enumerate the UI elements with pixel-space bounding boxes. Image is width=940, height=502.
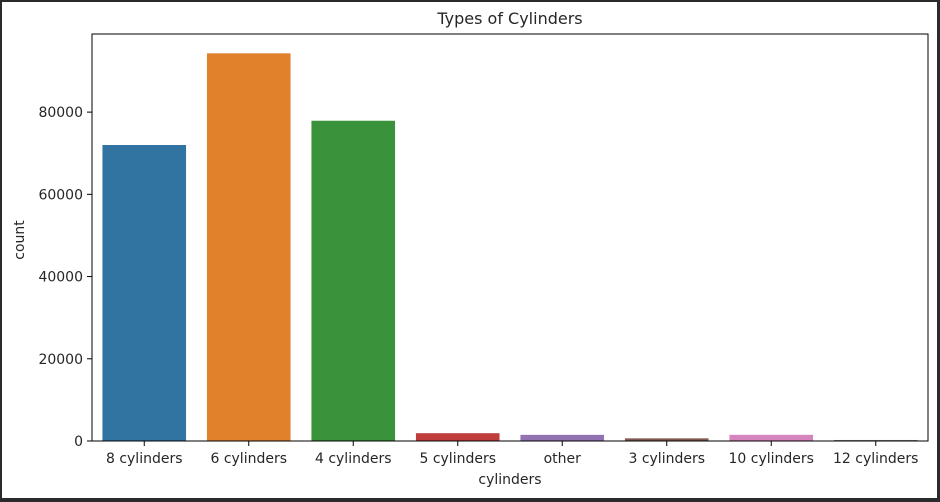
x-tick-label: 3 cylinders [628,451,705,467]
x-tick-label: 6 cylinders [210,451,287,467]
y-tick-label: 60000 [38,187,83,203]
x-tick-label: 10 cylinders [729,451,814,467]
y-axis: 0 20000 40000 60000 80000 [38,105,92,450]
x-tick-label: 8 cylinders [106,451,183,467]
y-axis-label: count [12,220,28,260]
bar-8-cylinders [102,145,187,441]
bar-other [520,434,605,441]
y-tick-label: 40000 [38,270,83,286]
bar-10-cylinders [729,434,814,441]
x-axis: 8 cylinders 6 cylinders 4 cylinders 5 cylin… [106,441,918,467]
x-axis-label: cylinders [478,472,541,488]
bar-4-cylinders [311,120,396,441]
chart-title: Types of Cylinders [436,9,582,28]
y-tick-label: 80000 [38,105,83,121]
plot-frame [91,33,929,442]
x-tick-label: 5 cylinders [419,451,496,467]
x-tick-label: 12 cylinders [833,451,918,467]
y-tick-label: 0 [74,434,83,450]
bar-5-cylinders [415,433,500,441]
bar-6-cylinders [206,53,291,441]
bar-3-cylinders [624,438,709,441]
x-tick-label: 4 cylinders [315,451,392,467]
bar-12-cylinders [833,439,918,441]
y-tick-label: 20000 [38,352,83,368]
x-tick-label: other [544,451,582,467]
bars-group [102,53,918,441]
